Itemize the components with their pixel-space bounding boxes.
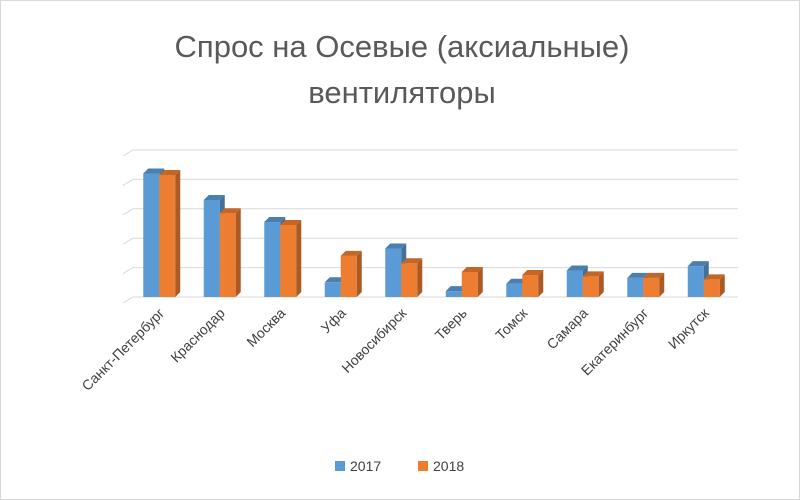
- gridline: [122, 178, 738, 186]
- bar: [159, 169, 181, 297]
- category-label: Иркутск: [665, 304, 713, 352]
- legend-label: 2017: [350, 458, 381, 474]
- bar: [703, 274, 725, 297]
- bar: [522, 269, 544, 297]
- bar: [401, 258, 423, 297]
- legend-label: 2018: [433, 458, 464, 474]
- category-label: Москва: [243, 305, 288, 350]
- category-label: Санкт-Петербург: [78, 305, 167, 394]
- category-label: Самара: [543, 305, 591, 353]
- chart-title: Спрос на Осевые (аксиальные) вентиляторы: [175, 29, 630, 110]
- bars: [143, 168, 725, 297]
- gridline: [122, 296, 738, 304]
- category-labels: Санкт-Петербург Краснодар Москва УфаНовосиб…: [78, 304, 712, 394]
- gridline: [122, 267, 738, 275]
- category-label: Краснодар: [167, 305, 228, 366]
- category-label: Тверь: [432, 305, 470, 343]
- bar: [643, 272, 665, 297]
- bar: [280, 219, 302, 297]
- legend: 2017 2018: [335, 458, 464, 474]
- legend-item: 2017: [335, 458, 381, 474]
- chart-title-line-1: Спрос на Осевые (аксиальные): [175, 29, 630, 64]
- category-label: Томск: [492, 304, 531, 343]
- gridline: [122, 237, 738, 245]
- chart-title-line-2: вентиляторы: [308, 75, 495, 110]
- category-label: Уфа: [318, 305, 349, 336]
- legend-swatch: [335, 461, 345, 471]
- legend-swatch: [418, 461, 428, 471]
- legend-item: 2018: [418, 458, 464, 474]
- category-label: Новосибирск: [338, 304, 410, 376]
- bar: [219, 208, 241, 297]
- bar: [461, 267, 483, 297]
- bar: [687, 261, 709, 297]
- bar: [340, 250, 362, 297]
- gridline: [122, 149, 738, 157]
- gridline: [122, 208, 738, 216]
- bar: [582, 271, 604, 297]
